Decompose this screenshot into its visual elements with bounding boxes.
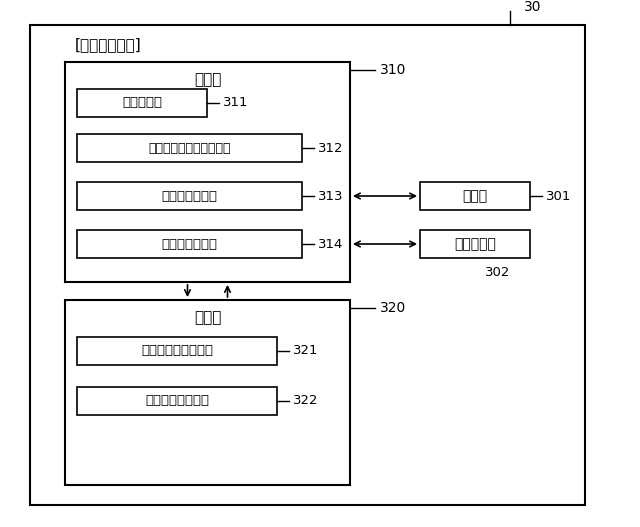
Text: 301: 301 — [546, 190, 572, 202]
Text: 時計部: 時計部 — [463, 189, 488, 203]
Text: 314: 314 — [318, 238, 344, 250]
Text: 311: 311 — [223, 96, 248, 110]
Text: 警報終了制御部: 警報終了制御部 — [161, 238, 218, 250]
Bar — [77, 337, 277, 365]
Text: 310: 310 — [380, 63, 406, 77]
Text: 無線通信部: 無線通信部 — [454, 237, 496, 251]
Text: 警報開始制御部: 警報開始制御部 — [161, 190, 218, 202]
Text: 警報開始時刻記憶制御部: 警報開始時刻記憶制御部 — [148, 142, 231, 154]
Text: 処理部: 処理部 — [194, 73, 221, 87]
Text: [踏切制御装置]: [踏切制御装置] — [75, 37, 141, 53]
Bar — [77, 387, 277, 415]
Bar — [77, 89, 207, 117]
Bar — [77, 134, 302, 162]
Text: 受信応答部: 受信応答部 — [122, 96, 162, 110]
Text: 313: 313 — [318, 190, 344, 202]
Bar — [420, 182, 530, 210]
Text: 30: 30 — [524, 0, 541, 14]
Bar — [65, 62, 350, 282]
Bar — [65, 300, 350, 485]
Text: 321: 321 — [293, 345, 319, 357]
Text: 302: 302 — [485, 266, 510, 278]
Text: 記憶部: 記憶部 — [194, 310, 221, 326]
Bar — [30, 25, 585, 505]
Bar — [420, 230, 530, 258]
Text: 320: 320 — [380, 301, 406, 315]
Bar — [77, 230, 302, 258]
Bar — [77, 182, 302, 210]
Text: 322: 322 — [293, 395, 319, 407]
Text: 警報開始時刻情報: 警報開始時刻情報 — [145, 395, 209, 407]
Text: 312: 312 — [318, 142, 344, 154]
Text: 踏切制御プログラム: 踏切制御プログラム — [141, 345, 213, 357]
